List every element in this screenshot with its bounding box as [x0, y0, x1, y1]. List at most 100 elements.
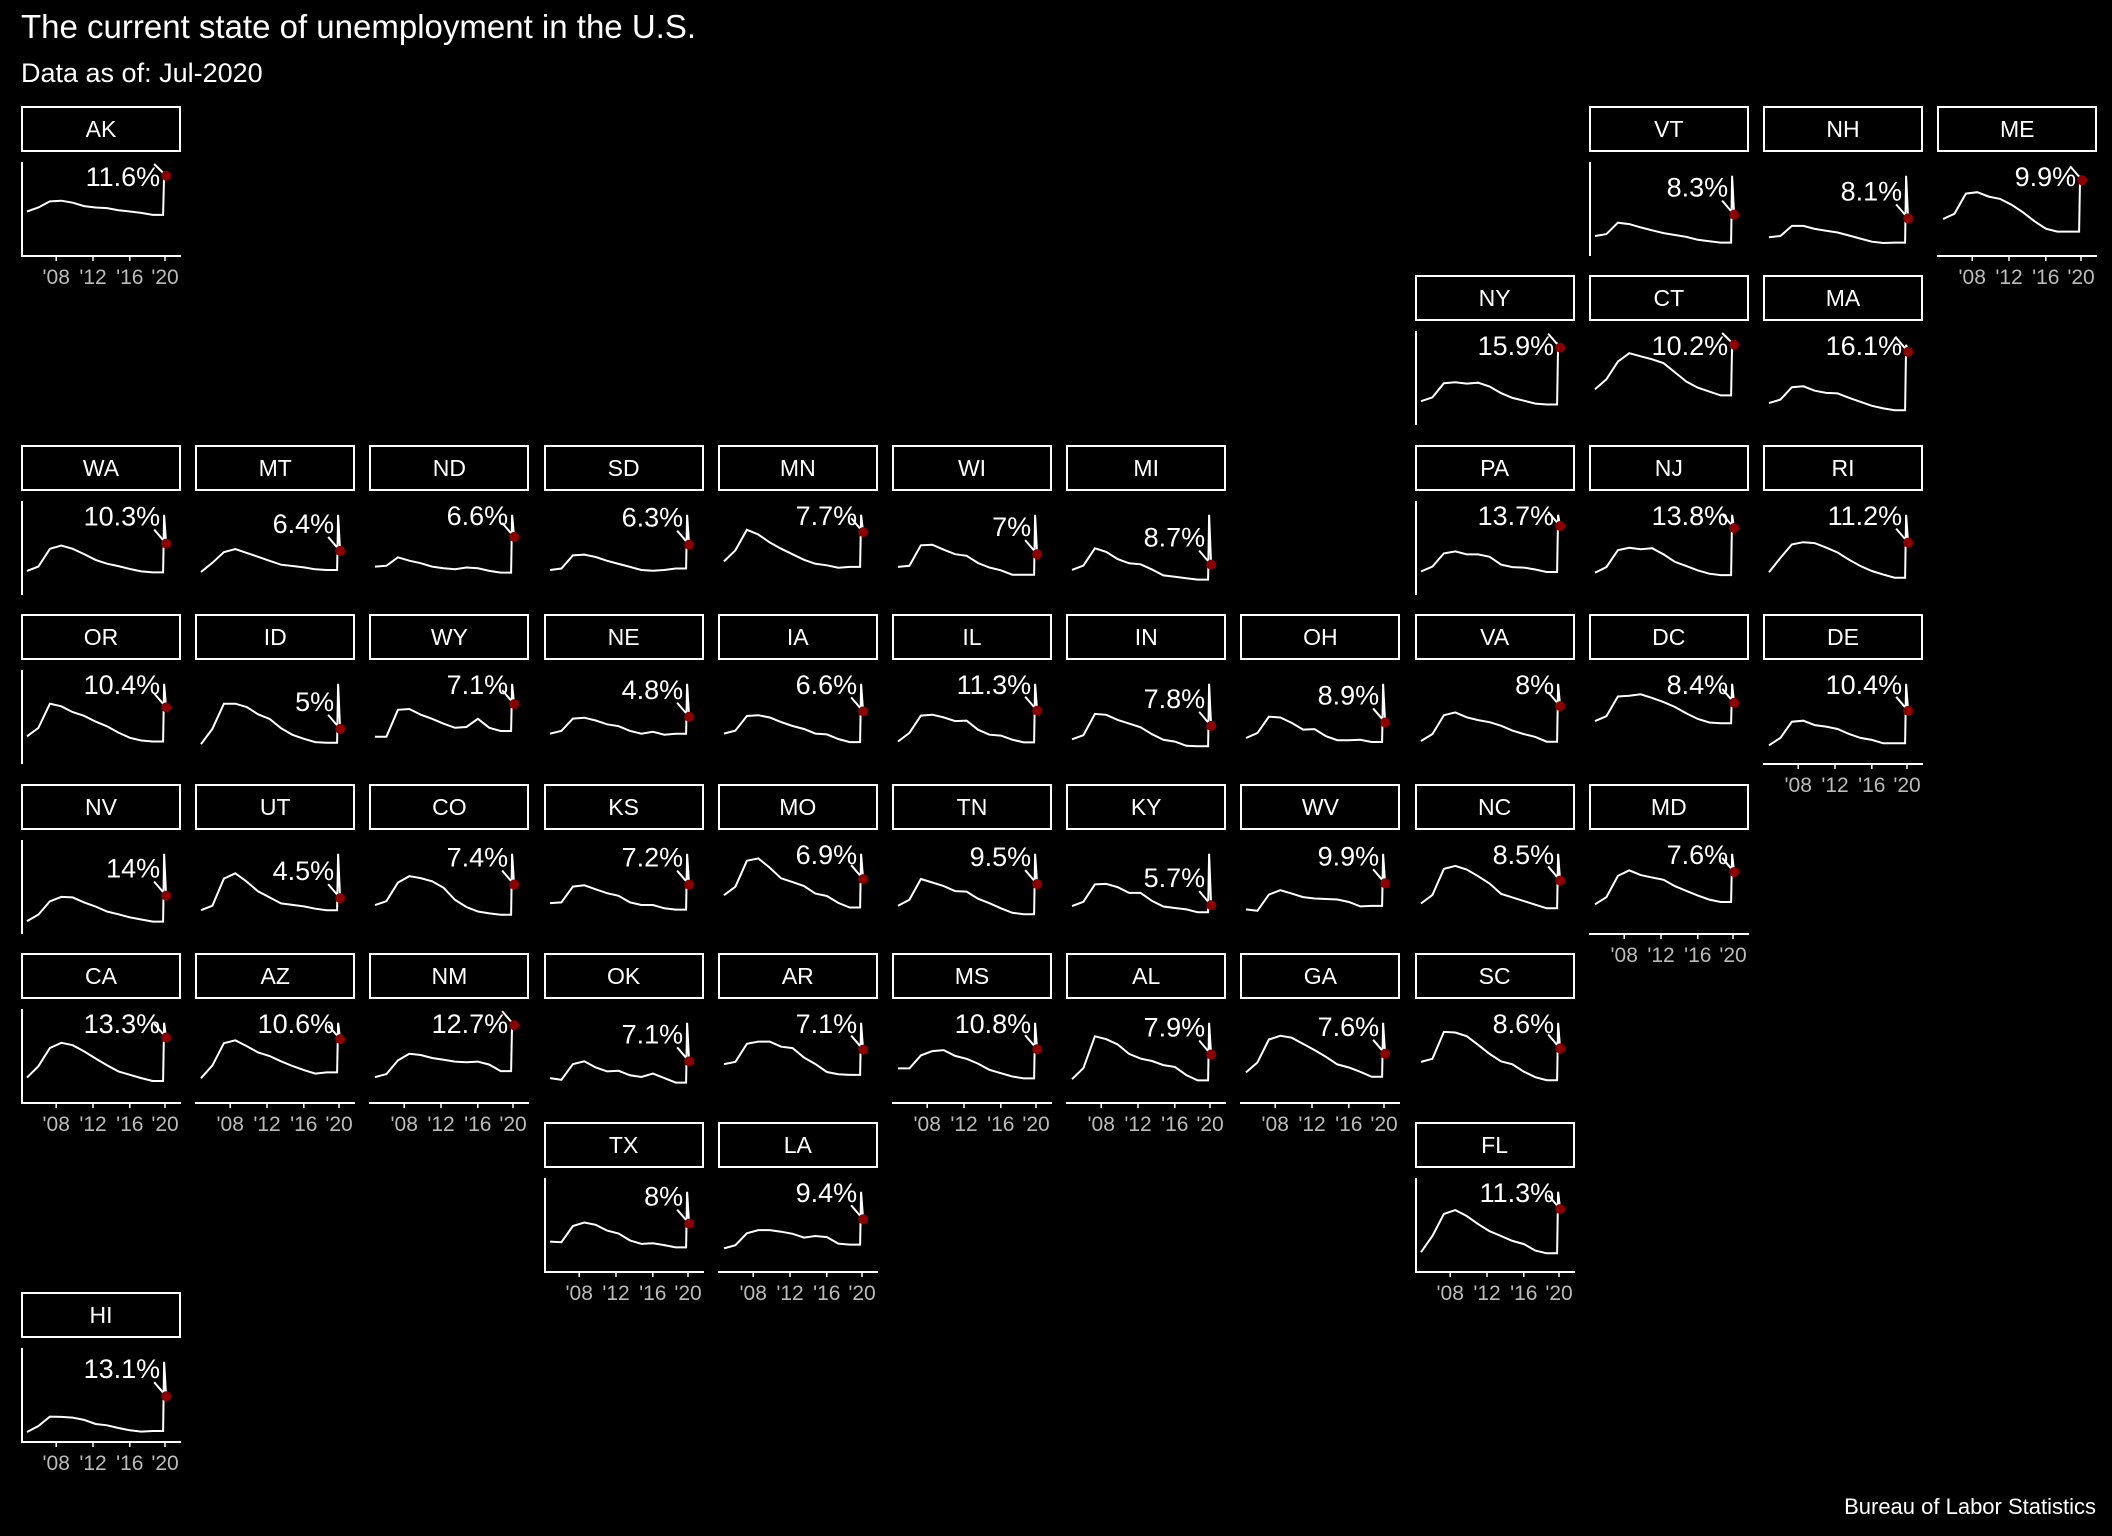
state-label: LA	[717, 1122, 878, 1169]
latest-value-label: 11.2%	[1828, 501, 1903, 531]
x-tick-label: '20	[151, 1452, 178, 1475]
state-label: NV	[21, 783, 181, 830]
latest-value-label: 11.3%	[957, 670, 1032, 700]
x-tick-label: '12	[79, 1113, 106, 1136]
latest-value-label: 7.1%	[795, 1009, 857, 1039]
unemployment-line	[1420, 683, 1561, 743]
x-tick-label: '12	[428, 1113, 455, 1136]
state-panel-ms: MS 10.8% '08 '12 '16 '20	[892, 953, 1052, 1136]
latest-value-label: 4.5%	[273, 856, 335, 886]
latest-value-label: 10.4%	[84, 670, 161, 700]
latest-value-label: 7%	[992, 512, 1031, 542]
state-panel-wv: WV 9.9%	[1240, 783, 1401, 934]
sparkline-plot: 16.1%	[1768, 331, 1914, 412]
sparkline-plot: 6.3%	[549, 502, 694, 572]
state-panel-ri: RI 11.2%	[1763, 444, 1923, 595]
latest-value-point	[857, 706, 868, 717]
state-panel-id: ID 5%	[195, 614, 356, 764]
x-tick-label: '08	[1436, 1282, 1463, 1305]
state-panel-in: IN 7.8%	[1066, 614, 1227, 764]
latest-value-label: 7.4%	[447, 842, 509, 872]
state-panel-me: ME 9.9% '08 '12 '16 '20	[1937, 106, 2098, 289]
unemployment-line	[200, 1022, 342, 1079]
state-panel-ia: IA 6.6%	[717, 614, 878, 764]
sparkline-plot: 7%	[897, 512, 1043, 576]
latest-value-point	[161, 538, 172, 549]
unemployment-line	[26, 514, 168, 574]
state-panel-nh: NH 8.1%	[1763, 106, 1923, 256]
state-panel-md: MD 7.6% '08 '12 '16 '20	[1588, 783, 1749, 967]
state-label: WV	[1240, 783, 1401, 830]
state-label: AZ	[195, 953, 356, 999]
state-label: WY	[369, 614, 530, 661]
state-label: KY	[1066, 783, 1227, 830]
latest-value-label: 7.1%	[447, 670, 509, 700]
state-panel-ga: GA 7.6% '08 '12 '16 '20	[1240, 953, 1401, 1136]
unemployment-line	[1420, 514, 1561, 573]
state-label: AK	[21, 106, 181, 152]
unemployment-line	[723, 683, 864, 744]
unemployment-line	[1245, 1022, 1387, 1078]
unemployment-line	[1419, 853, 1561, 909]
state-panel-vt: VT 8.3%	[1588, 106, 1749, 256]
latest-value-label: 14%	[106, 853, 160, 883]
latest-value-point	[1032, 548, 1043, 559]
latest-value-label: 9.4%	[795, 1178, 857, 1208]
state-label: MO	[717, 783, 878, 830]
state-label: IA	[717, 614, 878, 661]
unemployment-line	[26, 1022, 168, 1082]
latest-value-point	[857, 526, 868, 537]
sparkline-plot: 4.8%	[549, 675, 694, 736]
latest-value-point	[335, 724, 346, 735]
state-label: CO	[369, 783, 530, 830]
x-tick-label: '16	[116, 1113, 143, 1136]
x-tick-label: '12	[1821, 774, 1848, 797]
latest-value-point	[1554, 1043, 1565, 1054]
latest-value-point	[161, 1390, 172, 1401]
x-tick-label: '08	[565, 1282, 592, 1305]
latest-value-label: 6.6%	[447, 501, 509, 531]
state-label: SC	[1414, 953, 1575, 999]
state-label: MN	[717, 444, 878, 491]
latest-value-point	[683, 1219, 694, 1230]
latest-value-point	[1380, 1048, 1391, 1059]
latest-value-point	[509, 699, 520, 710]
sparkline-plot: 7.1%	[723, 1009, 868, 1076]
unemployment-line	[1420, 342, 1561, 406]
state-panel-ak: AK 11.6% '08 '12 '16 '20	[21, 106, 181, 289]
state-panel-ca: CA 13.3% '08 '12 '16 '20	[21, 953, 181, 1136]
sparkline-plot: 8.3%	[1588, 162, 1739, 256]
x-tick-label: '08	[1610, 944, 1637, 967]
x-tick-label: '20	[326, 1113, 353, 1136]
state-label: TN	[892, 783, 1052, 830]
state-panel-co: CO 7.4%	[369, 783, 530, 934]
state-label: UT	[195, 783, 356, 830]
latest-value-point	[1728, 522, 1739, 533]
latest-value-point	[335, 545, 346, 556]
latest-value-label: 8.6%	[1492, 1009, 1554, 1039]
unemployment-line	[1246, 853, 1387, 912]
state-panel-ar: AR 7.1%	[717, 953, 878, 1103]
unemployment-line	[1245, 683, 1387, 744]
state-label: NE	[543, 614, 704, 661]
sparkline-plot: 8% '08 '12 '16 '20	[543, 1178, 704, 1305]
latest-value-point	[335, 892, 346, 903]
x-tick-label: '16	[1684, 944, 1711, 967]
latest-value-point	[161, 702, 172, 713]
x-tick-label: '12	[1473, 1282, 1500, 1305]
x-tick-label: '16	[116, 1452, 143, 1475]
unemployment-line	[723, 1192, 864, 1250]
latest-value-point	[1728, 209, 1739, 220]
state-panel-sc: SC 8.6%	[1414, 953, 1575, 1103]
latest-value-point	[1554, 875, 1565, 886]
sparkline-plot: 7.2%	[549, 842, 694, 911]
state-label: MI	[1066, 444, 1227, 491]
state-label: NC	[1414, 783, 1575, 830]
unemployment-line	[1071, 514, 1213, 581]
unemployment-line	[375, 514, 516, 574]
state-panel-oh: OH 8.9%	[1240, 614, 1401, 764]
x-tick-label: '12	[776, 1282, 803, 1305]
state-label: FL	[1414, 1122, 1575, 1169]
state-panel-nc: NC 8.5%	[1414, 783, 1575, 934]
latest-value-label: 13.7%	[1477, 501, 1554, 531]
